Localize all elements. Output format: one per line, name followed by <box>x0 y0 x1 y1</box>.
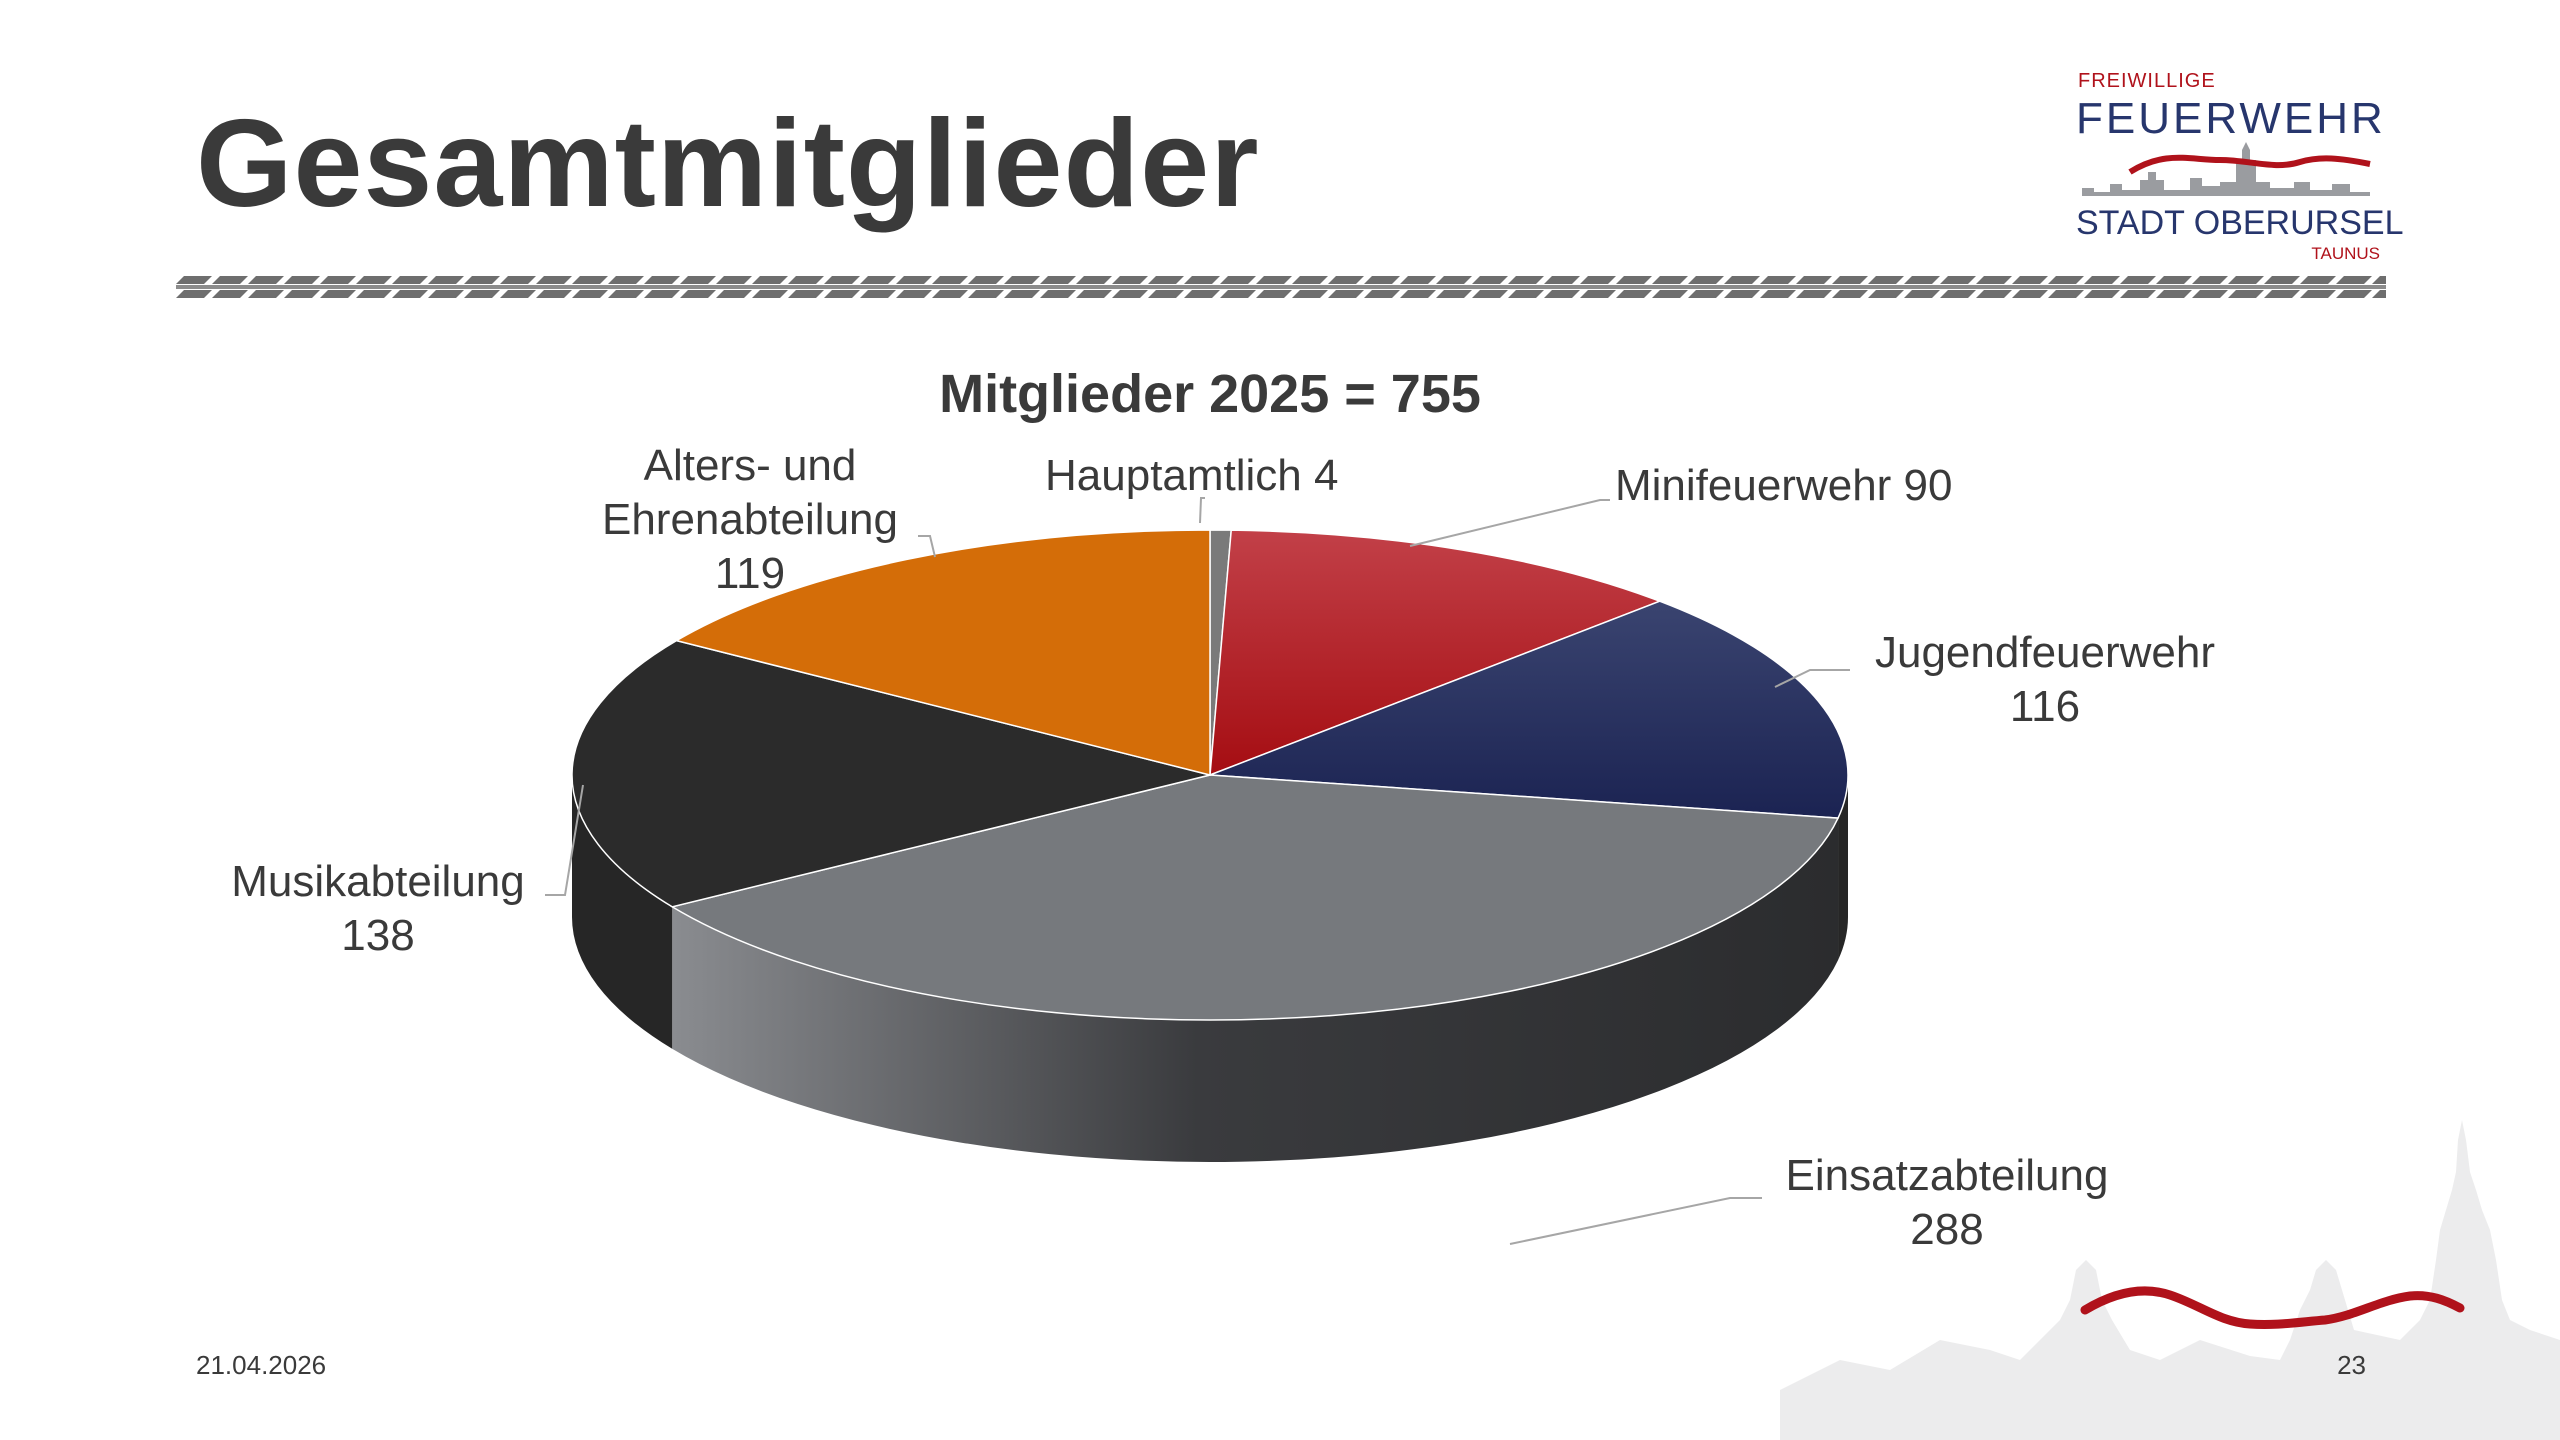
leader-line-musikabteilung <box>545 784 584 896</box>
fire-department-logo: FREIWILLIGE FEUERWEHR STADT OBERURSEL TA… <box>2060 66 2403 272</box>
leader-line-alters-und-ehrenabteilung <box>918 535 936 558</box>
leader-line-einsatzabteilung <box>1509 1197 1762 1245</box>
slide-title: Gesamtmitglieder <box>196 95 1260 233</box>
leader-line-minifeuerwehr <box>1409 499 1610 547</box>
pie-slice-minifeuerwehr <box>1209 529 1662 777</box>
data-label-alters-und-ehrenabteilung: Alters- und Ehrenabteilung 119 <box>602 441 898 598</box>
pie-slice-alters-und-ehrenabteilung <box>674 529 1211 776</box>
pie-slice-musikabteilung <box>571 639 1211 908</box>
title-divider <box>176 276 2386 298</box>
data-label-einsatzabteilung: Einsatzabteilung 288 <box>1786 1151 2109 1254</box>
logo-text-feuerwehr: FEUERWEHR <box>2076 94 2386 143</box>
logo-skyline-icon <box>2070 142 2371 196</box>
logo-text-freiwillige: FREIWILLIGE <box>2078 70 2216 92</box>
chart-title: Mitglieder 2025 = 755 <box>939 364 1481 424</box>
footer-date: 21.04.2026 <box>196 1350 327 1380</box>
data-label-jugendfeuerwehr: Jugendfeuerwehr 116 <box>1875 628 2215 731</box>
leader-line-hauptamtlich <box>1199 497 1205 524</box>
data-label-hauptamtlich: Hauptamtlich 4 <box>1045 451 1338 500</box>
pie-slice-jugendfeuerwehr <box>1209 600 1849 819</box>
data-label-minifeuerwehr: Minifeuerwehr 90 <box>1615 461 1953 510</box>
pie-slice-einsatzabteilung <box>670 774 1840 1021</box>
logo-text-taunus: TAUNUS <box>2311 244 2380 263</box>
pie-side-jugendfeuerwehr <box>1838 775 1848 961</box>
pie-side-einsatzabteilung <box>672 818 1839 1162</box>
leader-line-jugendfeuerwehr <box>1774 669 1850 688</box>
page-number: 23 <box>2337 1350 2366 1380</box>
logo-text-stadt: STADT OBERURSEL <box>2076 204 2404 242</box>
skyline-watermark <box>1780 1120 2560 1440</box>
data-label-musikabteilung: Musikabteilung 138 <box>231 857 525 960</box>
